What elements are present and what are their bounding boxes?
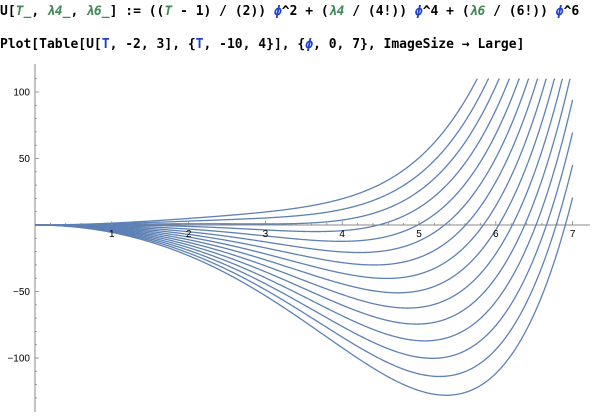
symbol-t: T	[195, 37, 204, 52]
pattern-arg-lambda6: λ6_	[86, 4, 110, 19]
code-text: / (4!))	[344, 4, 415, 19]
curve-t-4	[35, 78, 478, 226]
input-line-2[interactable]: Plot[Table[U[T, -2, 3], {T, -10, 4}], {ϕ…	[0, 35, 524, 55]
x-tick-label: 7	[570, 229, 576, 240]
curve-t--2	[35, 78, 539, 266]
symbol-phi: ϕ	[273, 4, 282, 19]
code-text: , 0, 7}, ImageSize → Large]	[313, 37, 525, 52]
x-tick-label: 1	[109, 229, 115, 240]
curve-t-2	[35, 78, 500, 226]
curve-t-0	[35, 78, 521, 242]
code-text: - 1) / (2))	[172, 4, 274, 19]
plot-ticks: 1 2 3 4 5 6 7 −100 −50 50 100	[7, 78, 576, 399]
symbol-t: T	[164, 4, 173, 19]
curve-t--9	[35, 164, 574, 378]
plot-output[interactable]: 1 2 3 4 5 6 7 −100 −50 50 100	[0, 60, 605, 420]
y-tick-label: −50	[13, 287, 30, 298]
pattern-arg-t: T_	[15, 4, 32, 19]
x-tick-label: 3	[263, 229, 269, 240]
curve-t--4	[35, 78, 556, 294]
symbol-lambda6: λ6	[469, 4, 486, 19]
code-text: ,	[70, 4, 87, 19]
plot-axes	[34, 64, 590, 412]
input-line-1[interactable]: U[T_, λ4_, λ6_] := ((T - 1) / (2)) ϕ^2 +…	[0, 2, 579, 22]
code-text: , -2, 3], {	[109, 37, 196, 52]
code-text: / (6!))	[485, 4, 556, 19]
curve-t--10	[35, 197, 574, 396]
y-tick-label: 100	[13, 88, 30, 99]
symbol-phi: ϕ	[555, 4, 564, 19]
x-tick-label: 2	[186, 229, 192, 240]
curve-t--1	[35, 78, 530, 254]
curve-t--7	[35, 99, 574, 342]
curve-t--3	[35, 78, 548, 280]
symbol-phi: ϕ	[305, 37, 314, 52]
y-tick-label: −100	[7, 354, 30, 365]
code-text: ^6	[563, 4, 580, 19]
code-text: , -10, 4}], {	[203, 37, 306, 52]
code-text: Plot[Table[U[	[0, 37, 102, 52]
curve-t--5	[35, 78, 564, 309]
code-text: ^4 + (	[422, 4, 470, 19]
curve-t--6	[35, 78, 571, 325]
y-tick-label: 50	[19, 154, 31, 165]
x-tick-label: 6	[493, 229, 499, 240]
curve-t-3	[35, 78, 490, 226]
symbol-lambda4: λ4	[328, 4, 345, 19]
curve-t-1	[35, 78, 511, 233]
code-text: ] := ((	[109, 4, 165, 19]
code-text: U[	[0, 4, 16, 19]
code-text: ^2 + (	[281, 4, 329, 19]
code-text: ,	[31, 4, 47, 19]
plot-curves	[35, 78, 574, 396]
curve-t--8	[35, 132, 574, 359]
pattern-arg-lambda4: λ4_	[46, 4, 71, 19]
x-tick-label: 5	[416, 229, 422, 240]
symbol-phi: ϕ	[414, 4, 423, 19]
symbol-t: T	[101, 37, 110, 52]
x-tick-label: 4	[339, 229, 345, 240]
